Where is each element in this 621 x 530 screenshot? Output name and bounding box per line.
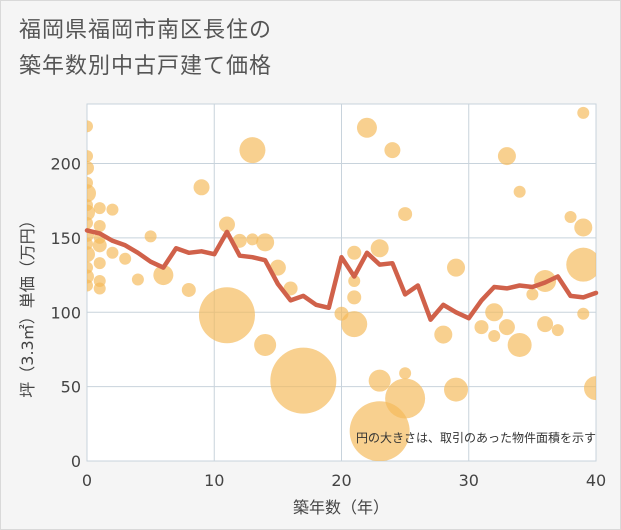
bubble-point [153,265,174,286]
bubble-point [87,279,93,292]
bubble-point [551,324,564,337]
bubble-point [119,252,132,265]
bubble-point [399,367,412,380]
bubble-point [584,376,596,401]
bubble-point [370,239,389,258]
bubble-point [347,290,362,305]
bubble-point [144,230,157,243]
x-tick-label: 0 [82,471,92,490]
bubble-point [131,273,144,286]
bubble-point [577,106,590,119]
bubble-point [232,233,247,248]
bubble-point [444,377,469,402]
bubble-point [87,184,96,203]
y-tick-label: 150 [50,229,81,248]
title-line-2: 築年数別中古戸建て価格 [19,54,273,79]
x-tick-label: 20 [331,471,351,490]
bubble-point [92,238,107,253]
chart-title: 福岡県福岡市南区長住の 築年数別中古戸建て価格 [19,13,272,85]
average-price-line [84,228,599,322]
bubble-point [87,204,95,221]
bubble-point [385,378,426,419]
bubble-point [434,325,453,344]
bubble-point [485,303,504,322]
bubble-point [349,401,410,461]
y-tick-label: 0 [71,452,81,471]
bubble-layer [87,106,596,461]
x-axis-ticks: 0 10 20 30 40 [82,471,606,490]
bubble-point [93,257,106,270]
bubble-point [246,233,259,246]
bubble-point [564,211,577,224]
bubble-point [398,207,413,222]
bubble-point [574,218,593,237]
bubble-point [507,332,532,357]
bubble-point [498,319,515,336]
bubble-point [384,142,401,159]
y-tick-label: 100 [50,303,81,322]
bubble-point [283,281,298,296]
bubble-point [488,330,501,343]
bubble-point [93,202,106,215]
bubble-point [256,233,275,252]
x-tick-label: 30 [459,471,479,490]
bubble-point [447,258,466,277]
bubble-point [270,347,337,414]
bubble-point [537,316,554,333]
bubble-point [87,160,94,175]
bubble-point [577,307,590,320]
bubble-point [368,369,391,392]
bubble-point [474,320,489,335]
bubble-point [239,137,266,164]
bubble-point [87,150,93,163]
y-axis-ticks: 0 50 100 150 200 [50,155,81,472]
bubble-point [347,245,362,260]
x-tick-label: 10 [204,471,224,490]
bubble-point [513,185,526,198]
bubble-point [218,216,235,233]
bubble-point [356,117,377,138]
x-tick-label: 40 [586,471,606,490]
bubble-point [198,287,255,344]
bubble-point [341,311,368,338]
bubble-point [87,120,93,133]
bubble-point [87,246,95,263]
bubble-point [497,147,516,166]
bubble-point [193,179,210,196]
bubble-point [87,217,93,229]
bubble-point [93,219,106,232]
x-axis-title: 築年数（年） [293,498,389,517]
bubble-point [254,333,277,356]
title-line-1: 福岡県福岡市南区長住の [19,18,273,43]
bubble-point [181,282,196,297]
y-tick-label: 200 [50,155,81,174]
bubble-point [106,203,119,216]
y-axis-title: 坪（3.3㎡）単価（万円） [18,212,37,397]
bubble-point [93,282,106,295]
bubble-point [106,246,119,259]
bubble-size-note: 円の大きさは、取引のあった物件面積を示す [356,430,596,445]
bubble-point [269,259,286,276]
bubble-point [348,275,361,288]
bubble-point [526,288,539,301]
bubble-point [566,247,596,282]
y-tick-label: 50 [61,378,81,397]
